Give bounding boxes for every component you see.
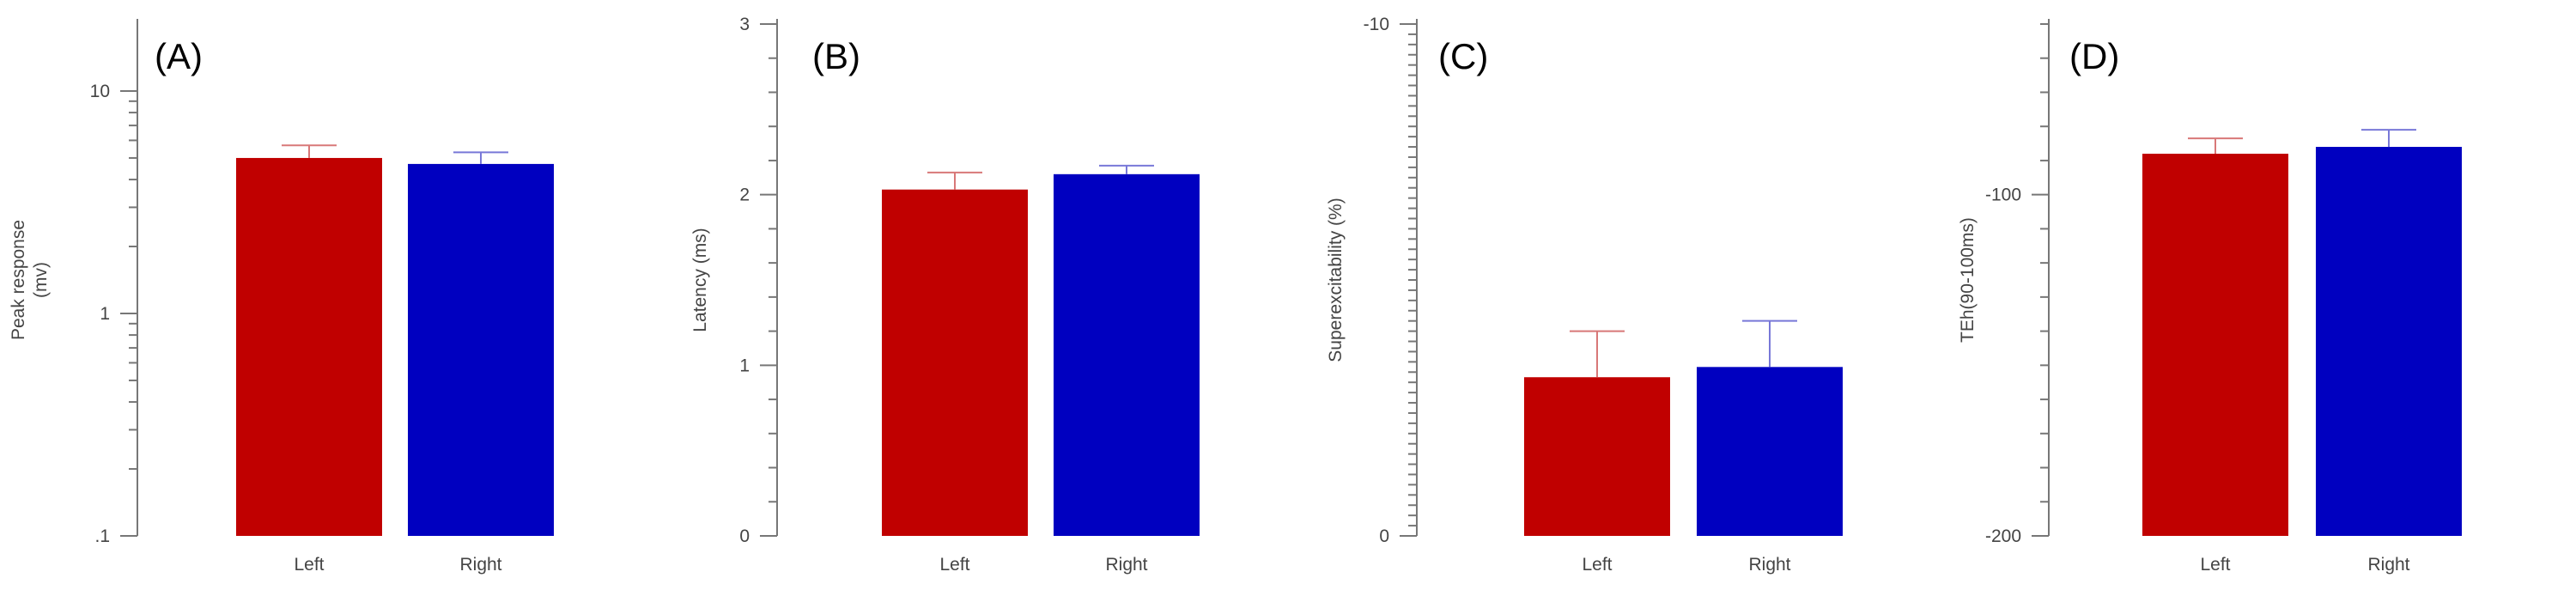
y-tick-label: 2: [739, 186, 750, 205]
y-tick-label: -200: [1985, 526, 2021, 546]
y-axis-title-line: Peak response: [9, 220, 28, 340]
y-tick-label: 1: [739, 356, 750, 375]
y-tick-label: 10: [90, 82, 110, 101]
y-tick-label: 3: [739, 15, 750, 34]
x-tick-label-left: Left: [939, 555, 969, 575]
panel-label: (B): [812, 36, 860, 76]
y-tick-label: 1: [100, 304, 110, 324]
y-tick-label: .1: [94, 526, 110, 546]
y-axis-title-line: Latency (ms): [690, 228, 710, 331]
y-tick-label: 0: [1379, 526, 1389, 546]
bar-left: [882, 189, 1028, 536]
y-tick-label: -10: [1364, 15, 1389, 34]
x-tick-label-left: Left: [294, 555, 324, 575]
panel-label: (A): [155, 36, 203, 76]
x-tick-label-right: Right: [2367, 555, 2409, 575]
bar-right: [408, 163, 554, 536]
y-axis-title-line: TEh(90-100ms): [1958, 217, 1978, 343]
y-tick-label: -100: [1985, 186, 2021, 205]
y-axis-title: Superexcitability (%): [1326, 198, 1346, 362]
x-tick-label-left: Left: [1582, 555, 1612, 575]
bar-left: [236, 157, 382, 536]
chart-panel-1: Left Right .1 1 10 Peak response (mv) (A): [9, 19, 554, 575]
bar-right: [2316, 147, 2462, 537]
panel-label: (D): [2069, 36, 2119, 76]
bar-right: [1697, 367, 1843, 536]
y-axis-title: TEh(90-100ms): [1958, 217, 1978, 343]
y-axis-title-line: (mv): [31, 262, 51, 298]
x-tick-label-left: Left: [2200, 555, 2230, 575]
chart-panel-2: Left Right 0 1 2 3 Latency (ms) (B): [690, 15, 1200, 575]
y-axis-title-line: Superexcitability (%): [1326, 198, 1346, 362]
y-tick-label: 0: [739, 526, 750, 546]
x-tick-label-right: Right: [459, 555, 501, 575]
chart-panel-4: Left Right -200 -100 TEh(90-100ms) (D): [1958, 19, 2462, 575]
bar-right: [1054, 173, 1200, 536]
bar-left: [2142, 153, 2288, 536]
x-tick-label-right: Right: [1105, 555, 1147, 575]
x-tick-label-right: Right: [1748, 555, 1790, 575]
panel-label: (C): [1438, 36, 1488, 76]
y-axis-title: Latency (ms): [690, 228, 710, 331]
y-axis-title: Peak response (mv): [9, 220, 51, 340]
chart-panel-3: Left Right 0 -10 Superexcitability (%) (C): [1326, 15, 1843, 575]
bar-left: [1524, 377, 1670, 536]
